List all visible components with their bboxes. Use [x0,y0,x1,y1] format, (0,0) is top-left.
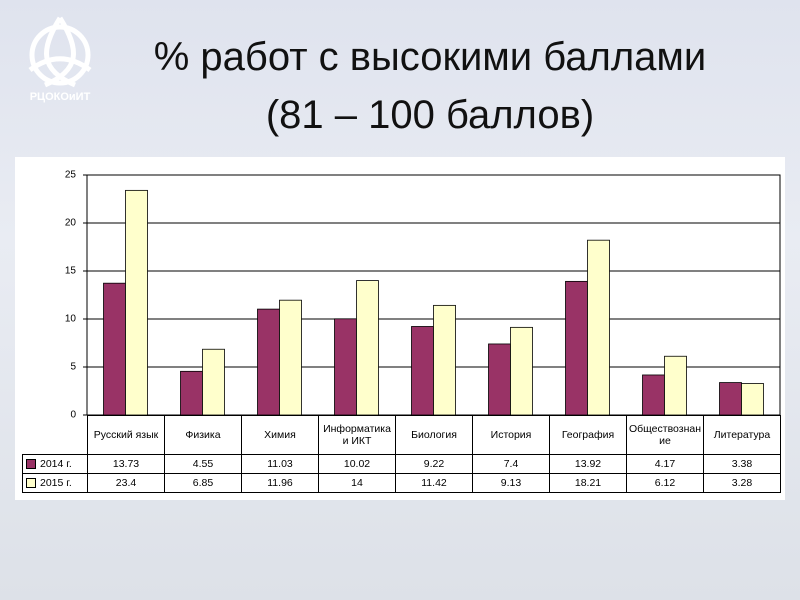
legend-label: 2015 г. [40,477,72,489]
data-label: 18.21 [549,473,627,493]
bar [411,326,434,416]
x-tick-label: Информатика и ИКТ [318,415,396,455]
bar [664,355,687,416]
bar [587,239,610,416]
legend-label: 2014 г. [40,458,72,470]
data-label: 13.73 [87,454,165,474]
x-tick-label: География [549,415,627,455]
data-label: 6.12 [626,473,704,493]
y-tick-label: 10 [65,314,77,325]
x-tick-label: Биология [395,415,473,455]
data-label: 4.55 [164,454,242,474]
logo-text: РЦОКОиИТ [30,91,91,103]
data-label: 4.17 [626,454,704,474]
data-label: 23.4 [87,473,165,493]
data-label: 14 [318,473,396,493]
bar [488,343,511,416]
y-tick-label: 20 [65,218,77,229]
bar [103,282,126,416]
legend-item: 2015 г. [22,473,88,493]
x-tick-label: Литература [703,415,781,455]
data-label: 9.22 [395,454,473,474]
table-row: 2015 г. 23.4 6.85 11.96 14 11.42 9.13 18.21 6.12… [22,473,781,493]
corner-cell [22,415,88,455]
chart-title: % работ с высокими баллами [153,35,707,79]
data-label: 13.92 [549,454,627,474]
bar [279,299,302,416]
bar [356,280,379,416]
chart-subtitle: (81 – 100 баллов) [265,93,595,137]
bar [202,348,225,416]
bar [719,382,742,416]
data-label: 11.03 [241,454,319,474]
data-label: 11.96 [241,473,319,493]
bar [334,318,357,416]
x-tick-label: Русский язык [87,415,165,455]
data-label: 3.28 [703,473,781,493]
data-table: Русский язык Физика Химия Информатика и ИКТ… [22,415,781,493]
logo: РЦОКОиИТ [28,16,92,103]
legend-item: 2014 г. [22,454,88,474]
bar [642,374,665,416]
bar [180,370,203,416]
bar [257,308,280,416]
x-tick-label: Обществознание [626,415,704,455]
bar [433,304,456,416]
x-tick-label: Физика [164,415,242,455]
table-header-row: Русский язык Физика Химия Информатика и ИКТ… [22,415,781,455]
bar [125,189,148,416]
data-label: 7.4 [472,454,550,474]
data-label: 11.42 [395,473,473,493]
legend-swatch [26,478,36,489]
y-tick-label: 15 [65,266,77,277]
bar [565,280,588,416]
y-tick-label: 25 [65,170,77,181]
bar [741,383,764,416]
x-tick-label: История [472,415,550,455]
y-tick-label: 5 [70,362,76,373]
data-label: 6.85 [164,473,242,493]
y-tick-label: 0 [70,410,76,421]
table-row: 2014 г. 13.73 4.55 11.03 10.02 9.22 7.4 13.92 4.… [22,454,781,474]
bar [510,326,533,416]
x-tick-label: Химия [241,415,319,455]
title-block: % работ с высокими баллами (81 – 100 бал… [100,28,760,144]
data-label: 3.38 [703,454,781,474]
legend-swatch [26,459,36,470]
data-label: 9.13 [472,473,550,493]
data-label: 10.02 [318,454,396,474]
